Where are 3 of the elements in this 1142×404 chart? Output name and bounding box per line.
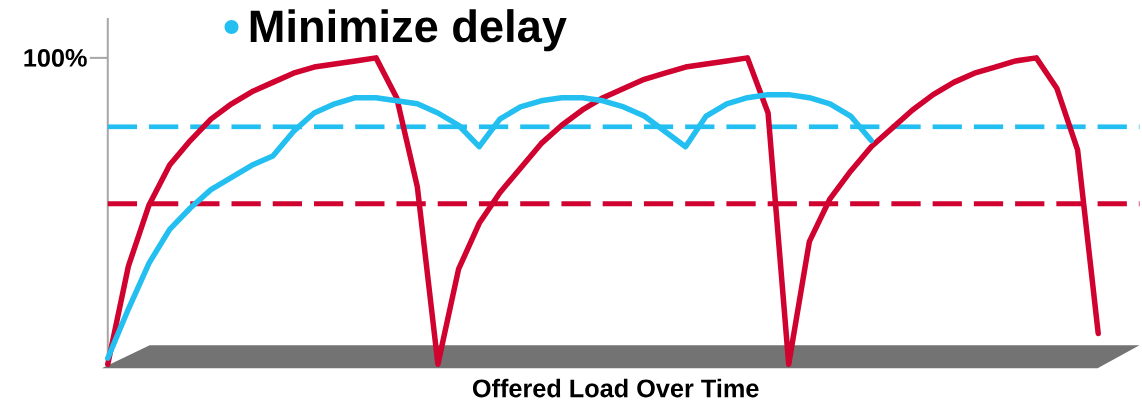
ref-line-label: 100% [24,48,87,67]
chart-title: Minimize delay [250,9,567,52]
x-axis-title: Offered Load Over Time [472,378,759,398]
